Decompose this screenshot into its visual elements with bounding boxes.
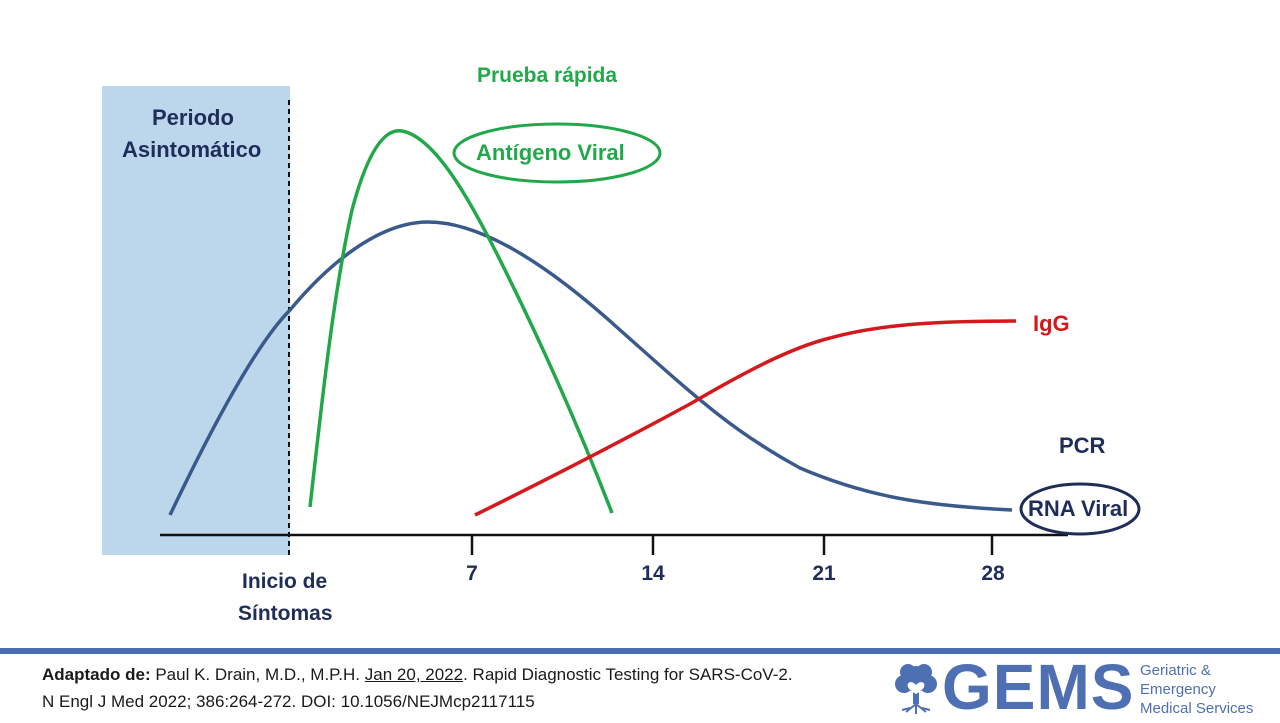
timeline-chart <box>102 86 1141 557</box>
citation-block: Adaptado de: Paul K. Drain, M.D., M.P.H.… <box>42 661 793 715</box>
tick-label-14: 14 <box>641 562 665 585</box>
series-line-rna-viral <box>168 220 1013 516</box>
rna-label-oval <box>1019 482 1141 536</box>
series-line-antigen-viral <box>308 129 614 514</box>
igg-label: IgG <box>1033 311 1070 336</box>
tick-label-21: 21 <box>812 562 836 585</box>
gems-sub-line2: Emergency <box>1140 681 1216 698</box>
gems-logo-subtitle: Geriatric & Emergency Medical Services <box>1140 661 1253 718</box>
rna-label: RNA Viral <box>1028 496 1129 521</box>
citation-title: . Rapid Diagnostic Testing for SARS-CoV-… <box>463 665 793 684</box>
tree-heart-logo-icon <box>895 664 937 714</box>
onset-label-line1: Inicio de <box>242 570 328 593</box>
gems-logo-text: GEMS <box>942 651 1135 723</box>
asymptomatic-label-line1: Periodo <box>152 105 234 130</box>
onset-label-line2: Síntomas <box>238 602 333 625</box>
antigen-label-oval <box>452 122 662 184</box>
gems-sub-line1: Geriatric & <box>1140 662 1211 679</box>
tick-label-7: 7 <box>466 562 478 585</box>
tick-label-28: 28 <box>981 562 1005 585</box>
pcr-label: PCR <box>1059 433 1106 458</box>
citation-authors: Paul K. Drain, M.D., M.P.H. <box>155 665 361 684</box>
citation-journal: N Engl J Med 2022; 386:264-272. DOI: 10.… <box>42 692 535 711</box>
antigen-label: Antígeno Viral <box>476 140 625 165</box>
asymptomatic-period-shade <box>102 86 290 555</box>
footer-divider <box>0 648 1280 654</box>
series-line-igg <box>474 319 1017 517</box>
citation-prefix: Adaptado de: <box>42 665 151 684</box>
citation-date-link[interactable]: Jan 20, 2022 <box>364 665 464 684</box>
gems-sub-line3: Medical Services <box>1140 700 1254 717</box>
asymptomatic-label-line2: Asintomático <box>122 137 262 162</box>
chart-title: Prueba rápida <box>477 64 618 87</box>
